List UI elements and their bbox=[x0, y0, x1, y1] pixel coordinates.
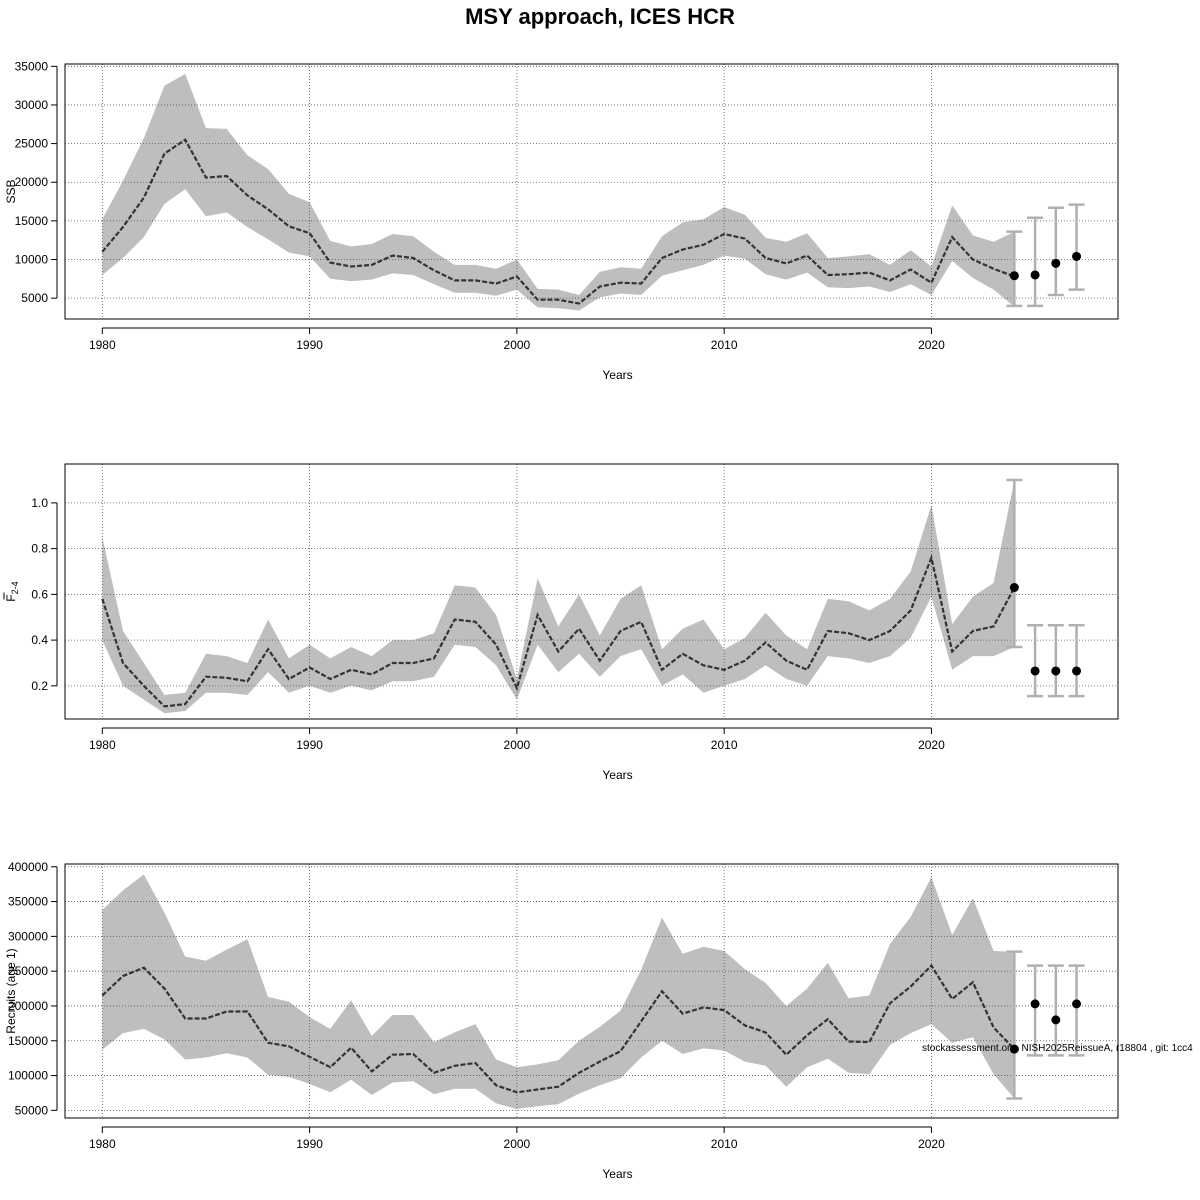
y-axis-label: Recruits (age 1) bbox=[4, 948, 18, 1033]
forecast-point bbox=[1051, 258, 1061, 268]
y-tick-label: 1.0 bbox=[31, 496, 48, 510]
plot-frame bbox=[64, 863, 1119, 1119]
y-tick-label: 10000 bbox=[15, 253, 49, 267]
forecast-point bbox=[1030, 999, 1040, 1009]
x-tick-label: 1990 bbox=[296, 738, 323, 752]
x-tick-label: 2000 bbox=[504, 338, 531, 352]
y-tick-label: 400000 bbox=[8, 860, 48, 874]
forecast-point bbox=[1051, 666, 1061, 676]
y-tick-label: 25000 bbox=[15, 137, 49, 151]
x-tick-label: 2000 bbox=[504, 738, 531, 752]
x-tick-label: 1990 bbox=[296, 338, 323, 352]
forecast-point bbox=[1009, 582, 1019, 592]
y-tick-label: 300000 bbox=[8, 929, 48, 943]
estimate-line bbox=[101, 963, 1016, 1094]
x-tick-label: 1980 bbox=[89, 338, 116, 352]
x-tick-label: 2020 bbox=[918, 1137, 945, 1151]
y-tick-label: 50000 bbox=[15, 1103, 49, 1117]
x-tick-label: 2020 bbox=[918, 738, 945, 752]
panel-1: 1980 1990 2000 2010 2020 Years 5000 10000 15000 2… bbox=[4, 59, 1119, 382]
y-tick-label: 0.4 bbox=[31, 633, 48, 647]
forecast-point bbox=[1030, 666, 1040, 676]
confidence-band bbox=[102, 480, 1015, 714]
forecast-point bbox=[1072, 251, 1082, 261]
y-tick-label: 5000 bbox=[21, 291, 48, 305]
y-tick-label: 250000 bbox=[8, 964, 48, 978]
confidence-band bbox=[102, 874, 1015, 1109]
panel-3: 1980 1990 2000 2010 2020 Years 50000 100000 1500… bbox=[4, 860, 1119, 1181]
plot-frame bbox=[64, 63, 1119, 320]
y-tick-label: 350000 bbox=[8, 895, 48, 909]
x-tick-label: 1990 bbox=[296, 1137, 323, 1151]
y-tick-label: 30000 bbox=[15, 98, 49, 112]
panel-2: 1980 1990 2000 2010 2020 Years 0.2 0.4 0.6 0.8 1.0… bbox=[3, 463, 1119, 782]
x-tick-label: 1980 bbox=[89, 1137, 116, 1151]
forecast-point bbox=[1051, 1015, 1061, 1025]
y-tick-label: 150000 bbox=[8, 1034, 48, 1048]
panels: 1980 1990 2000 2010 2020 Years 5000 10000 15000 2… bbox=[3, 59, 1119, 1181]
x-axis-label: Years bbox=[602, 368, 632, 382]
estimate-line bbox=[101, 554, 1016, 708]
forecast-point bbox=[1072, 666, 1082, 676]
x-axis-label: Years bbox=[602, 768, 632, 782]
watermark-text: stockassessment.org, NISH2025ReissueA, r… bbox=[922, 1043, 1193, 1054]
y-tick-label: 15000 bbox=[15, 214, 49, 228]
chart-title: MSY approach, ICES HCR bbox=[465, 4, 735, 29]
forecast-point bbox=[1009, 271, 1019, 281]
x-tick-label: 2010 bbox=[711, 738, 738, 752]
estimate-line bbox=[101, 138, 1015, 305]
forecast-point bbox=[1009, 1044, 1019, 1054]
x-tick-label: 2010 bbox=[711, 338, 738, 352]
confidence-band bbox=[102, 74, 1015, 311]
y-tick-label: 100000 bbox=[8, 1069, 48, 1083]
y-tick-label: 200000 bbox=[8, 999, 48, 1013]
y-tick-label: 0.8 bbox=[31, 542, 48, 556]
forecast-point bbox=[1030, 270, 1040, 280]
y-tick-label: 0.6 bbox=[31, 587, 48, 601]
x-tick-label: 1980 bbox=[89, 738, 116, 752]
x-tick-label: 2020 bbox=[918, 338, 945, 352]
x-tick-label: 2010 bbox=[711, 1137, 738, 1151]
plot-frame bbox=[64, 463, 1119, 720]
forecast-point bbox=[1072, 999, 1082, 1009]
x-axis-label: Years bbox=[602, 1167, 632, 1181]
y-tick-label: 0.2 bbox=[31, 679, 48, 693]
y-axis-label: F2-4 bbox=[4, 581, 20, 601]
y-axis-label: SSB bbox=[4, 179, 18, 203]
y-tick-label: 20000 bbox=[15, 175, 49, 189]
x-tick-label: 2000 bbox=[504, 1137, 531, 1151]
y-tick-label: 35000 bbox=[15, 59, 49, 73]
